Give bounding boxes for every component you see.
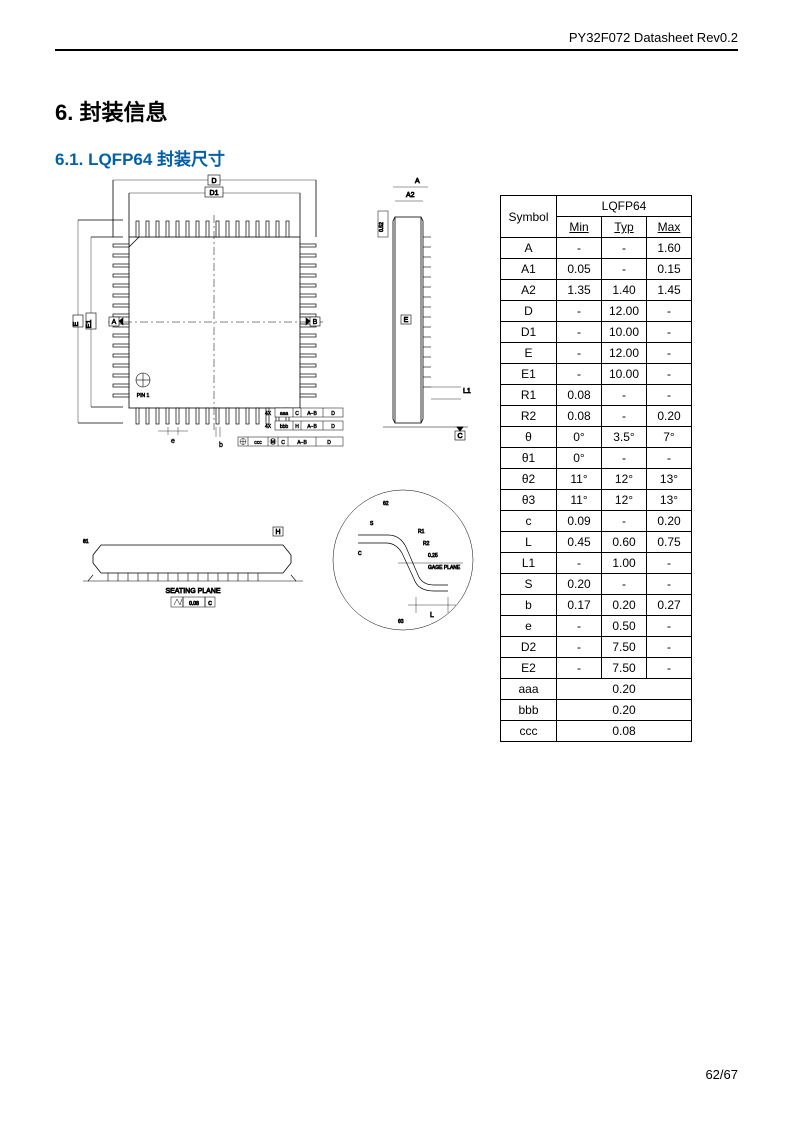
table-row: R20.08-0.20	[501, 406, 692, 427]
svg-text:e: e	[171, 438, 175, 445]
table-row: L1-1.00-	[501, 553, 692, 574]
svg-text:D: D	[211, 178, 216, 185]
svg-text:aaa: aaa	[280, 411, 289, 417]
table-row: θ211°12°13°	[501, 469, 692, 490]
svg-text:C: C	[295, 411, 299, 417]
svg-text:θ1: θ1	[83, 539, 89, 545]
svg-text:D1: D1	[210, 190, 219, 197]
table-row: A10.05-0.15	[501, 259, 692, 280]
table-row: A--1.60	[501, 238, 692, 259]
th-min: Min	[557, 217, 602, 238]
svg-text:E1: E1	[86, 320, 93, 329]
svg-text:A2: A2	[406, 192, 415, 199]
table-body: A--1.60A10.05-0.15A21.351.401.45D-12.00-…	[501, 238, 692, 742]
svg-text:bbb: bbb	[280, 424, 289, 430]
svg-text:C: C	[208, 601, 212, 607]
svg-text:H: H	[295, 424, 299, 430]
table-row: aaa0.20	[501, 679, 692, 700]
svg-text:M: M	[271, 440, 275, 446]
top-view-diagram: D D1 E E1	[73, 175, 353, 455]
page-header: PY32F072 Datasheet Rev0.2	[55, 30, 738, 51]
svg-text:L1: L1	[463, 388, 471, 395]
table-row: c0.09-0.20	[501, 511, 692, 532]
svg-text:E: E	[73, 321, 80, 326]
side-elevation-diagram: SEATING PLANE 0.08 C θ1 H	[73, 515, 313, 615]
svg-text:A−B: A−B	[307, 424, 317, 430]
package-diagram: D D1 E E1	[73, 175, 483, 635]
svg-text:GAGE PLANE: GAGE PLANE	[428, 565, 461, 571]
svg-text:D: D	[331, 411, 335, 417]
svg-text:A: A	[112, 319, 117, 326]
table-row: D1-10.00-	[501, 322, 692, 343]
table-row: ccc0.08	[501, 721, 692, 742]
svg-text:E: E	[404, 317, 409, 324]
table-row: E1-10.00-	[501, 364, 692, 385]
svg-text:θ3: θ3	[398, 619, 404, 625]
svg-text:4X: 4X	[265, 424, 272, 430]
table-row: E-12.00-	[501, 343, 692, 364]
svg-text:0.52: 0.52	[379, 222, 385, 232]
th-max: Max	[647, 217, 692, 238]
table-row: E2-7.50-	[501, 658, 692, 679]
table-row: D2-7.50-	[501, 637, 692, 658]
svg-text:0.08: 0.08	[189, 601, 199, 607]
dimension-table: Symbol LQFP64 Min Typ Max A--1.60A10.05-…	[500, 195, 692, 742]
table-row: L0.450.600.75	[501, 532, 692, 553]
svg-text:b: b	[219, 442, 223, 449]
svg-text:0.25: 0.25	[428, 553, 438, 559]
table-row: D-12.00-	[501, 301, 692, 322]
svg-text:ccc: ccc	[254, 440, 262, 446]
svg-text:C: C	[358, 551, 362, 557]
section-heading: 6. 封装信息	[55, 95, 167, 127]
svg-text:SEATING PLANE: SEATING PLANE	[165, 588, 220, 595]
svg-text:PIN 1: PIN 1	[137, 393, 150, 399]
table-row: A21.351.401.45	[501, 280, 692, 301]
svg-text:R2: R2	[423, 541, 430, 547]
table-row: bbb0.20	[501, 700, 692, 721]
doc-title: PY32F072 Datasheet Rev0.2	[569, 30, 738, 45]
table-row: θ0°3.5°7°	[501, 427, 692, 448]
svg-text:C: C	[457, 433, 462, 440]
th-package: LQFP64	[557, 196, 692, 217]
profile-view-diagram: A A2 0.52 L1 C	[373, 175, 483, 455]
svg-text:B: B	[313, 319, 318, 326]
th-symbol: Symbol	[501, 196, 557, 238]
table-row: e-0.50-	[501, 616, 692, 637]
table-row: b0.170.200.27	[501, 595, 692, 616]
page-number: 62/67	[705, 1067, 738, 1082]
table-row: θ10°--	[501, 448, 692, 469]
svg-text:A−B: A−B	[307, 411, 317, 417]
svg-text:A−B: A−B	[297, 440, 307, 446]
svg-text:H: H	[275, 529, 280, 536]
svg-text:D: D	[331, 424, 335, 430]
table-row: R10.08--	[501, 385, 692, 406]
svg-text:R1: R1	[418, 529, 425, 535]
svg-text:4X: 4X	[265, 411, 272, 417]
svg-text:θ2: θ2	[383, 501, 389, 507]
svg-text:D: D	[327, 440, 331, 446]
table-row: θ311°12°13°	[501, 490, 692, 511]
lead-detail-diagram: 0.25 GAGE PLANE R1 R2 S C L θ3 θ2	[328, 485, 478, 635]
table-row: S0.20--	[501, 574, 692, 595]
svg-text:A: A	[415, 178, 420, 185]
th-typ: Typ	[602, 217, 647, 238]
svg-text:S: S	[370, 521, 374, 527]
svg-text:C: C	[281, 440, 285, 446]
subsection-heading: 6.1. LQFP64 封装尺寸	[55, 145, 225, 170]
svg-text:L: L	[430, 612, 434, 619]
